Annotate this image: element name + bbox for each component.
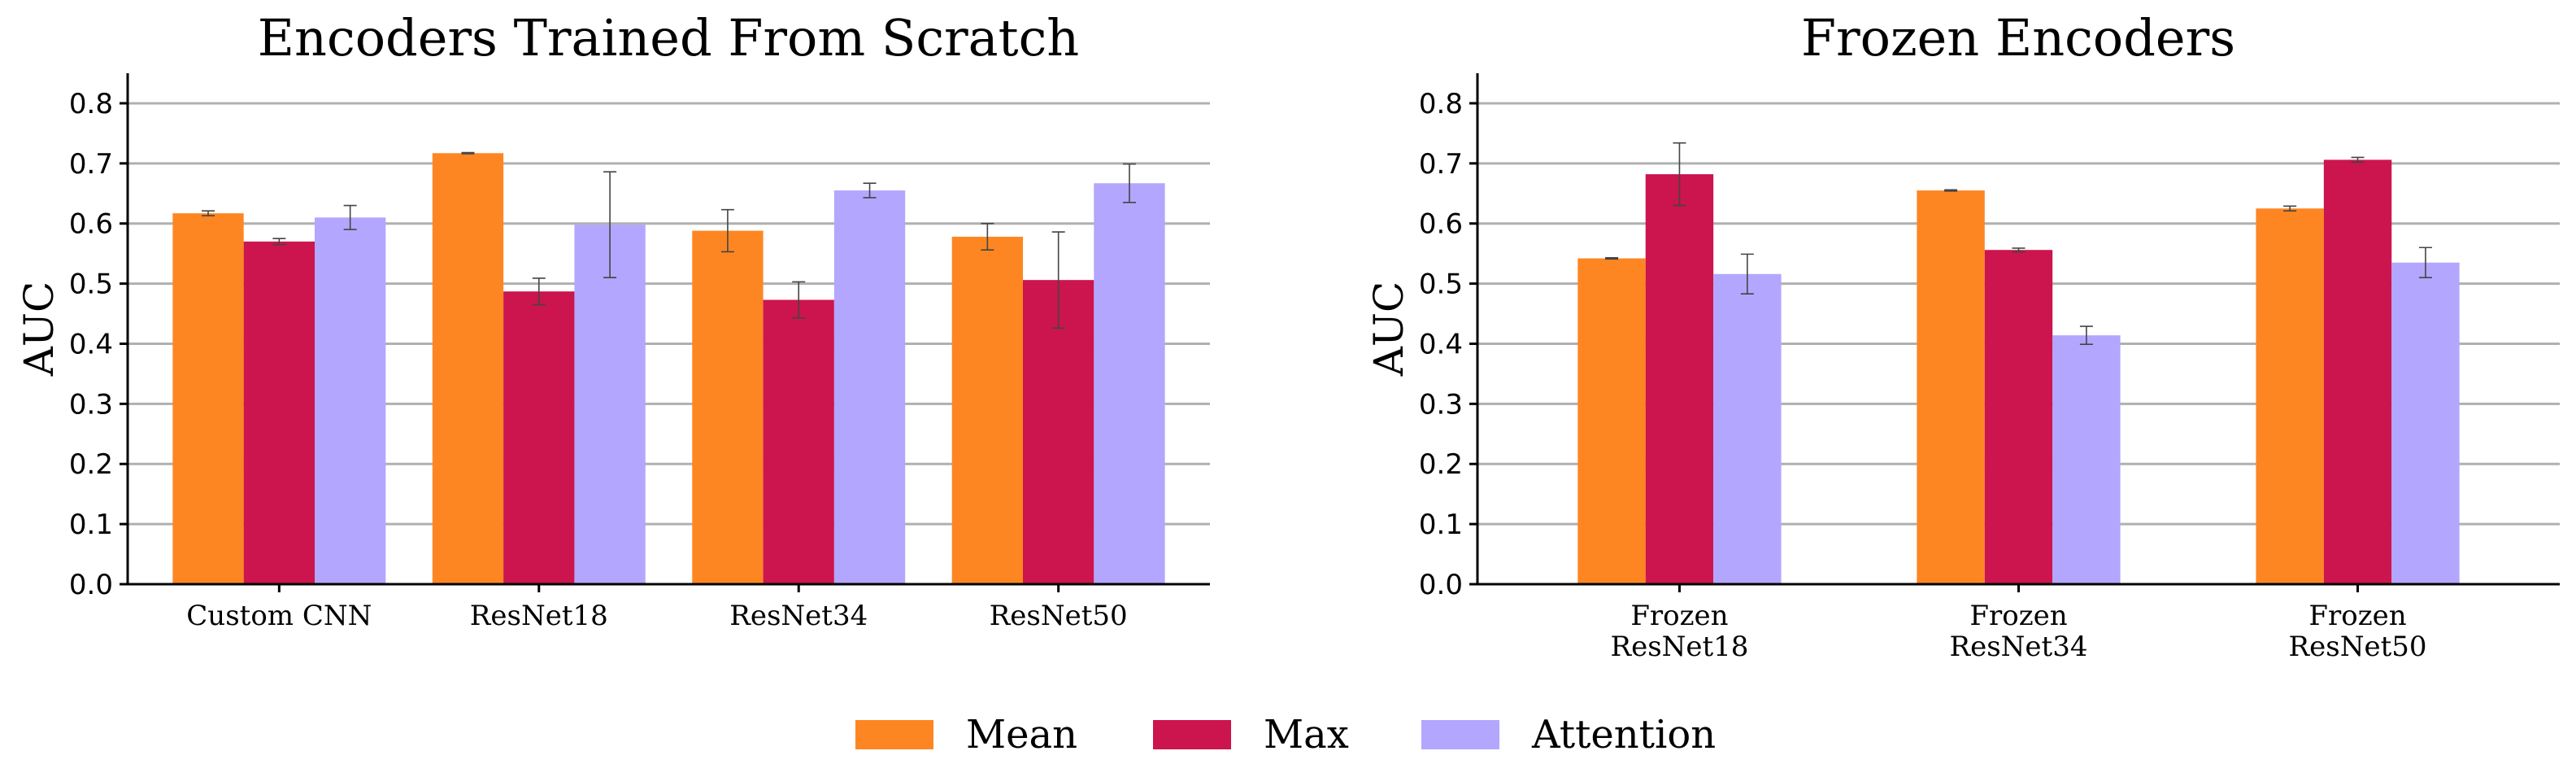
error-bar: [343, 204, 357, 230]
y-tick-label: 0.3: [69, 388, 113, 421]
bar-mean: [692, 230, 764, 584]
x-tick-label: Frozen ResNet50: [2289, 600, 2427, 663]
error-bar: [981, 222, 994, 251]
y-tick-label: 0.7: [69, 148, 113, 181]
bar-mean: [1577, 258, 1646, 584]
y-tick-label: 0.4: [1419, 328, 1463, 360]
bar-mean: [172, 213, 244, 584]
error-bar: [792, 281, 806, 319]
y-tick-label: 0.0: [69, 569, 113, 601]
legend-swatch: [855, 720, 933, 749]
bar-max: [1984, 250, 2053, 584]
error-bar: [2012, 247, 2026, 253]
y-tick-label: 0.6: [1419, 208, 1463, 241]
chart-panel-frozen: Frozen Encoders AUC 0.0 0.1 0.2 0.3 0.4 0.5 0.6 0…: [1365, 8, 2560, 663]
error-bar: [720, 208, 734, 253]
bar-attention: [1713, 273, 1782, 584]
error-bar: [272, 238, 286, 246]
bar-mean: [2256, 208, 2324, 584]
y-tick-label: 0.2: [69, 448, 113, 481]
error-bar: [532, 277, 546, 306]
legend-label: Attention: [1531, 712, 1716, 757]
y-tick-label: 0.6: [69, 208, 113, 241]
legend-label: Mean: [966, 712, 1077, 757]
legend-item-max: Max: [1153, 712, 1349, 757]
bar-max: [1645, 174, 1714, 584]
bar-max: [1023, 280, 1094, 584]
error-bar: [2079, 325, 2093, 346]
x-tick-label: Frozen ResNet34: [1950, 600, 2088, 663]
legend-label: Max: [1264, 712, 1349, 757]
error-bar: [2418, 247, 2432, 279]
y-tick-label: 0.8: [1419, 88, 1463, 120]
x-tick-label: ResNet34: [729, 600, 868, 632]
y-tick-label: 0.7: [1419, 148, 1463, 181]
x-tick-label: Custom CNN: [186, 600, 372, 632]
y-tick-label: 0.5: [1419, 268, 1463, 301]
y-tick-label: 0.2: [1419, 448, 1463, 481]
bar-mean: [951, 236, 1024, 584]
y-axis-label: AUC: [15, 282, 63, 378]
y-tick-label: 0.1: [1419, 509, 1463, 541]
bar-mean: [432, 153, 504, 584]
chart-title: Encoders Trained From Scratch: [258, 8, 1079, 68]
bar-max: [503, 291, 575, 584]
x-tick-label: ResNet50: [990, 600, 1128, 632]
error-bar: [202, 210, 215, 216]
error-bar: [1051, 231, 1065, 330]
y-tick-label: 0.8: [69, 88, 113, 120]
x-tick-label: Frozen ResNet18: [1610, 600, 1748, 663]
bar-attention: [833, 190, 906, 584]
error-bar: [863, 182, 877, 199]
chart-title: Frozen Encoders: [1801, 8, 2235, 68]
error-bar: [2283, 205, 2297, 212]
bar-max: [763, 299, 834, 584]
y-axis-label: AUC: [1365, 282, 1412, 378]
bar-max: [243, 241, 315, 584]
chart-panel-scratch: Encoders Trained From Scratch AUC 0.0 0.1 0.…: [15, 8, 1210, 632]
legend-swatch: [1421, 720, 1499, 749]
y-tick-label: 0.1: [69, 509, 113, 541]
error-bar: [1122, 163, 1136, 203]
y-tick-label: 0.3: [1419, 388, 1463, 421]
legend-item-attention: Attention: [1421, 712, 1716, 757]
bar-attention: [314, 217, 386, 584]
bar-attention: [574, 225, 646, 584]
error-bar: [2351, 156, 2365, 164]
bar-max: [2323, 159, 2392, 584]
y-tick-label: 0.0: [1419, 569, 1463, 601]
error-bar: [1605, 257, 1619, 260]
legend: Mean Max Attention: [855, 712, 1716, 757]
bar-mean: [1917, 190, 1985, 584]
bar-attention: [2391, 262, 2460, 584]
error-bar: [461, 151, 475, 155]
legend-swatch: [1153, 720, 1231, 749]
x-tick-label: ResNet18: [470, 600, 608, 632]
error-bar: [1740, 253, 1754, 295]
bar-attention: [2052, 335, 2121, 584]
y-tick-label: 0.5: [69, 268, 113, 301]
legend-item-mean: Mean: [855, 712, 1077, 757]
y-tick-label: 0.4: [69, 328, 113, 360]
error-bar: [603, 171, 617, 279]
bar-attention: [1094, 183, 1165, 584]
error-bar: [1673, 142, 1686, 207]
